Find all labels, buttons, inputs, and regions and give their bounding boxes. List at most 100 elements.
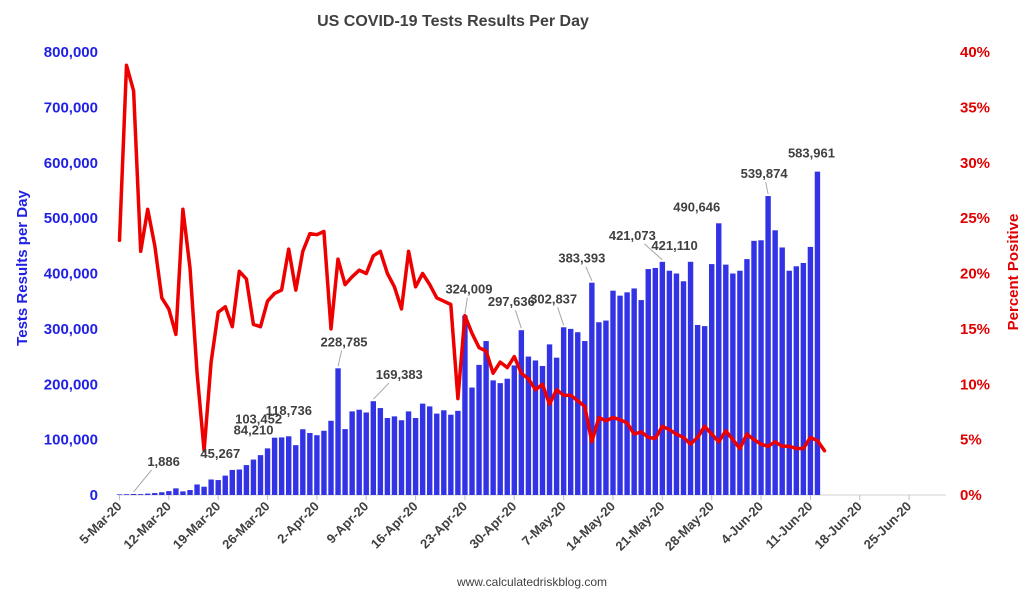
- bar: [243, 465, 250, 495]
- bar: [321, 430, 327, 495]
- bar: [236, 469, 243, 495]
- bar: [589, 282, 595, 495]
- bar: [448, 414, 454, 495]
- data-label: 421,110: [651, 238, 697, 253]
- y2-tick-label: 20%: [960, 266, 990, 283]
- data-label: 383,393: [558, 251, 605, 266]
- y-tick-label: 200,000: [44, 376, 98, 393]
- data-label: 539,874: [741, 166, 789, 181]
- x-tick-label: 19-Mar-20: [170, 499, 224, 553]
- bar: [300, 429, 306, 495]
- bar: [807, 246, 814, 495]
- bar: [476, 364, 482, 495]
- bar: [779, 247, 785, 495]
- bar: [814, 171, 821, 495]
- bar: [532, 360, 539, 495]
- bar: [659, 261, 666, 495]
- data-label: 297,636: [488, 294, 535, 309]
- y2-axis-label: Percent Positive: [1005, 214, 1022, 331]
- bar: [673, 273, 680, 495]
- x-tick-label: 9-Apr-20: [323, 499, 371, 547]
- y2-tick-label: 15%: [960, 321, 990, 338]
- x-tick-label: 25-Jun-20: [861, 499, 915, 553]
- bar: [638, 300, 644, 495]
- bar: [737, 270, 743, 495]
- bar: [307, 432, 313, 495]
- leader-line: [464, 297, 468, 314]
- bar: [603, 320, 609, 495]
- bar: [652, 267, 658, 495]
- bar: [264, 448, 271, 495]
- x-tick-label: 21-May-20: [612, 499, 667, 554]
- x-tick-label: 4-Jun-20: [718, 499, 766, 547]
- y2-tick-label: 25%: [960, 210, 990, 227]
- leader-line: [557, 307, 565, 326]
- bar: [455, 410, 461, 495]
- bar: [328, 420, 334, 495]
- source-credit: www.calculatedriskblog.com: [456, 575, 607, 589]
- data-label: 103,452: [235, 412, 282, 427]
- x-tick-label: 7-May-20: [519, 499, 569, 549]
- bar: [765, 196, 771, 495]
- bar: [180, 491, 186, 495]
- bar: [405, 411, 412, 495]
- x-tick-label: 16-Apr-20: [368, 499, 421, 552]
- bar: [539, 365, 546, 495]
- bar: [194, 484, 200, 495]
- bar: [469, 387, 475, 495]
- y-tick-label: 800,000: [44, 44, 98, 61]
- y2-tick-label: 10%: [960, 376, 990, 393]
- data-label: 1,886: [147, 454, 180, 469]
- bar: [462, 315, 468, 495]
- bar: [159, 492, 165, 495]
- data-label: 324,009: [445, 282, 492, 297]
- y2-tick-label: 5%: [960, 432, 982, 449]
- bar: [800, 262, 807, 495]
- data-label: 421,073: [609, 228, 656, 243]
- bar: [596, 322, 602, 495]
- y-tick-label: 400,000: [44, 266, 98, 283]
- bar: [208, 479, 214, 495]
- bar: [560, 327, 567, 495]
- bar: [497, 383, 503, 495]
- bar: [130, 493, 137, 495]
- bar: [286, 436, 292, 495]
- bar: [744, 259, 750, 495]
- leader-line: [765, 181, 769, 195]
- bar: [152, 493, 158, 495]
- bar: [398, 420, 405, 495]
- leader-line: [644, 243, 663, 261]
- x-tick-label: 23-Apr-20: [417, 499, 470, 552]
- bar: [293, 445, 299, 495]
- bar: [483, 341, 489, 495]
- x-tick-label: 14-May-20: [563, 499, 618, 554]
- bar: [250, 459, 257, 495]
- x-tick-label: 28-May-20: [662, 499, 717, 554]
- chart-title: US COVID-19 Tests Results Per Day: [317, 13, 589, 30]
- bar: [215, 480, 221, 495]
- bar: [123, 494, 130, 495]
- bar: [758, 240, 764, 495]
- bar: [363, 412, 369, 495]
- bar: [222, 475, 228, 495]
- bar: [694, 324, 701, 495]
- bar: [568, 328, 574, 495]
- bar: [370, 401, 376, 495]
- percent-positive-line: [117, 63, 827, 453]
- data-label: 583,961: [788, 146, 835, 161]
- x-tick-label: 2-Apr-20: [274, 499, 322, 547]
- y2-tick-label: 30%: [960, 155, 990, 172]
- bar: [511, 365, 517, 495]
- bar: [490, 380, 496, 495]
- bar: [377, 408, 384, 495]
- bar: [145, 493, 151, 495]
- bar: [342, 429, 348, 495]
- bar: [427, 406, 433, 495]
- bar: [116, 494, 123, 495]
- bar: [166, 491, 172, 495]
- bar: [384, 418, 391, 495]
- y-axis-label: Tests Results per Day: [14, 190, 31, 346]
- bar: [441, 410, 447, 495]
